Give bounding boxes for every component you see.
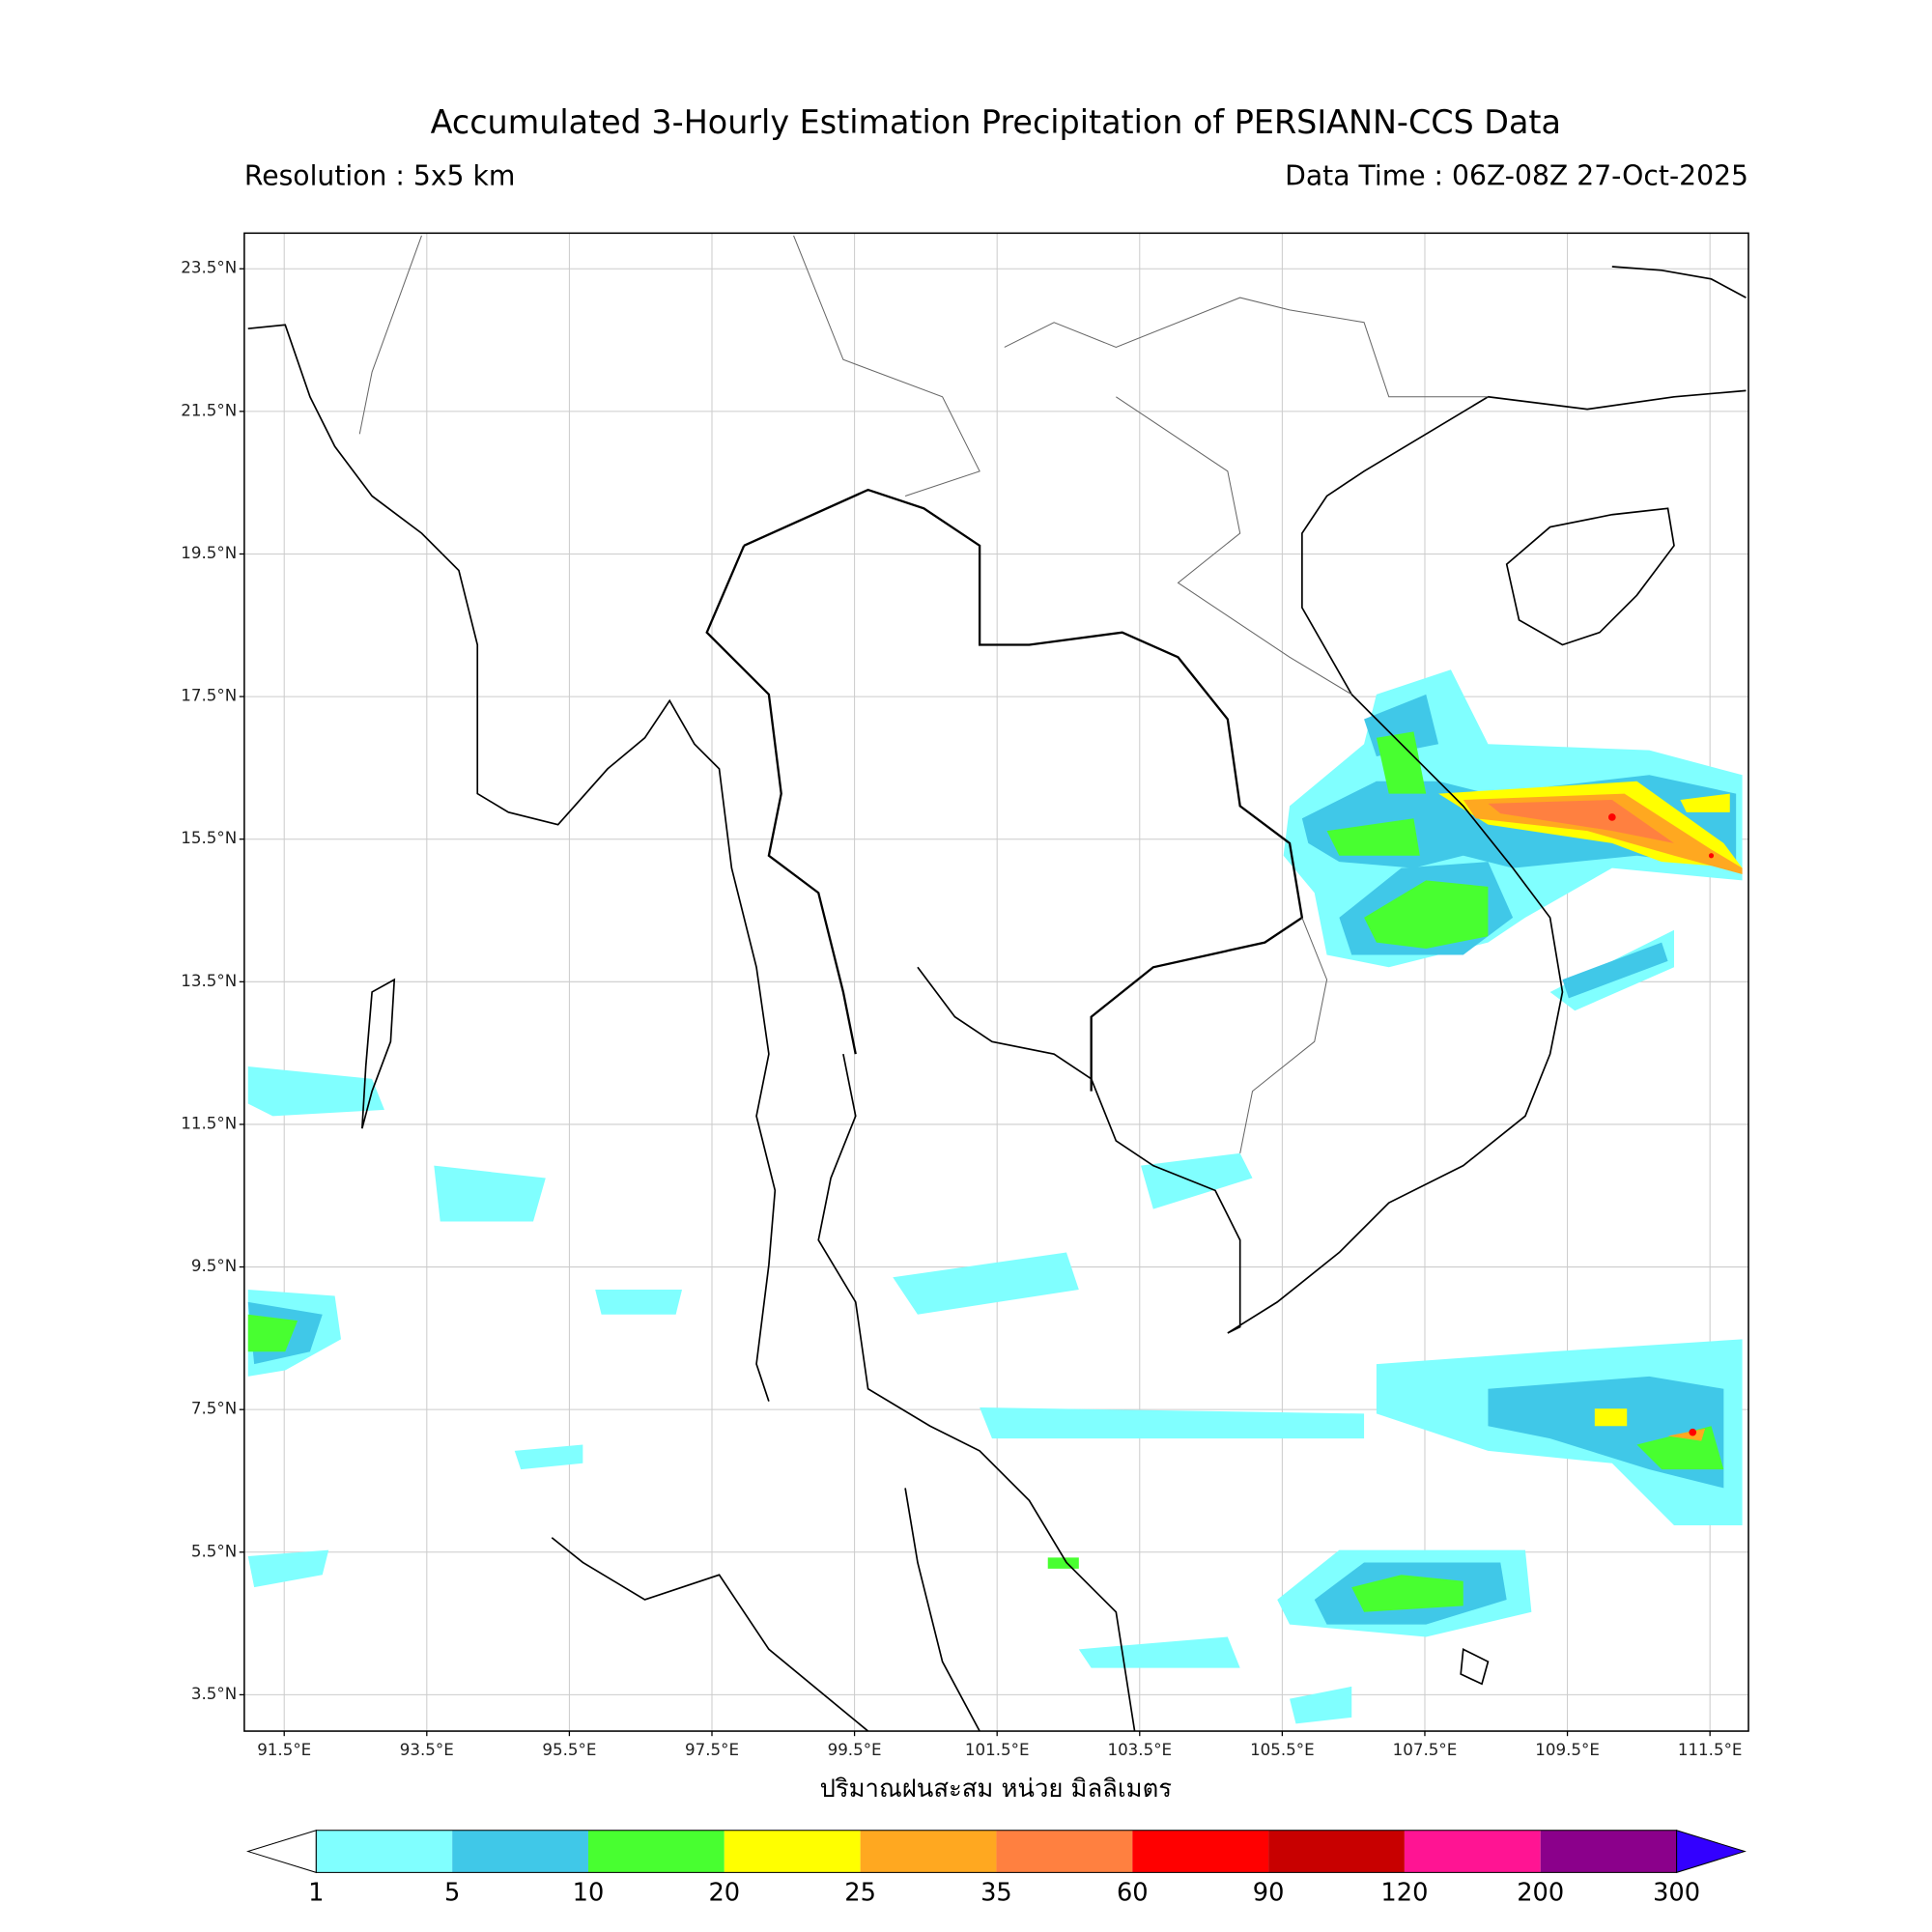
colorbar-segment — [1268, 1830, 1405, 1873]
colorbar-label: 10 — [573, 1879, 605, 1908]
x-tick-label: 97.5°E — [685, 1741, 739, 1759]
x-tick-label: 107.5°E — [1393, 1741, 1458, 1759]
colorbar: 1 5 10 20 25 35 60 90 120 200 300 — [246, 1830, 1747, 1908]
y-tick-label: 23.5°N — [181, 259, 237, 277]
y-tick-label: 11.5°N — [181, 1114, 237, 1132]
y-tick-label: 7.5°N — [191, 1400, 237, 1418]
x-axis-label: ปริมาณฝนสะสม หน่วย มิลลิเมตร — [820, 1775, 1173, 1804]
colorbar-segment — [724, 1830, 861, 1873]
y-tick-label: 3.5°N — [191, 1685, 237, 1703]
colorbar-segment — [860, 1830, 997, 1873]
x-tick-label: 111.5°E — [1678, 1741, 1743, 1759]
colorbar-label: 20 — [708, 1879, 740, 1908]
x-tick-label: 99.5°E — [828, 1741, 882, 1759]
x-tick-label: 93.5°E — [400, 1741, 454, 1759]
resolution: Resolution : 5x5 km — [244, 160, 515, 192]
colorbar-segment — [1132, 1830, 1269, 1873]
colorbar-label: 1 — [308, 1879, 324, 1908]
ticks: 91.5°E 93.5°E 95.5°E 97.5°E 99.5°E 101.5°E 103… — [181, 259, 1742, 1759]
colorbar-segment — [316, 1830, 453, 1873]
x-tick-label: 91.5°E — [257, 1741, 311, 1759]
colorbar-label: 120 — [1380, 1879, 1428, 1908]
x-tick-label: 109.5°E — [1535, 1741, 1600, 1759]
geography — [247, 235, 1747, 1732]
colorbar-segment — [452, 1830, 588, 1873]
colorbar-label: 60 — [1117, 1879, 1149, 1908]
colorbar-frame — [315, 1830, 1678, 1873]
y-tick-label: 5.5°N — [191, 1542, 237, 1560]
grid — [243, 233, 1749, 1732]
colorbar-segment — [1540, 1830, 1677, 1873]
colorbar-under — [246, 1830, 317, 1874]
precipitation — [247, 669, 1743, 1724]
x-tick-label: 103.5°E — [1107, 1741, 1172, 1759]
y-tick-label: 15.5°N — [181, 829, 237, 847]
x-tick-label: 101.5°E — [965, 1741, 1030, 1759]
colorbar-label: 90 — [1253, 1879, 1285, 1908]
title: Accumulated 3-Hourly Estimation Precipit… — [431, 103, 1561, 141]
y-tick-label: 9.5°N — [191, 1257, 237, 1275]
colorbar-segment — [587, 1830, 724, 1873]
y-tick-label: 13.5°N — [181, 972, 237, 990]
x-tick-label: 105.5°E — [1250, 1741, 1315, 1759]
x-tick-label: 95.5°E — [542, 1741, 596, 1759]
colorbar-segment — [996, 1830, 1133, 1873]
colorbar-over — [1676, 1830, 1747, 1874]
y-tick-label: 19.5°N — [181, 544, 237, 562]
colorbar-label: 35 — [980, 1879, 1012, 1908]
y-tick-label: 17.5°N — [181, 687, 237, 705]
colorbar-label: 300 — [1653, 1879, 1700, 1908]
colorbar-label: 5 — [444, 1879, 460, 1908]
data-time: Data Time : 06Z-08Z 27-Oct-2025 — [1285, 160, 1748, 192]
colorbar-label: 200 — [1517, 1879, 1564, 1908]
colorbar-label: 25 — [844, 1879, 876, 1908]
colorbar-segment — [1404, 1830, 1541, 1873]
y-tick-label: 21.5°N — [181, 401, 237, 419]
